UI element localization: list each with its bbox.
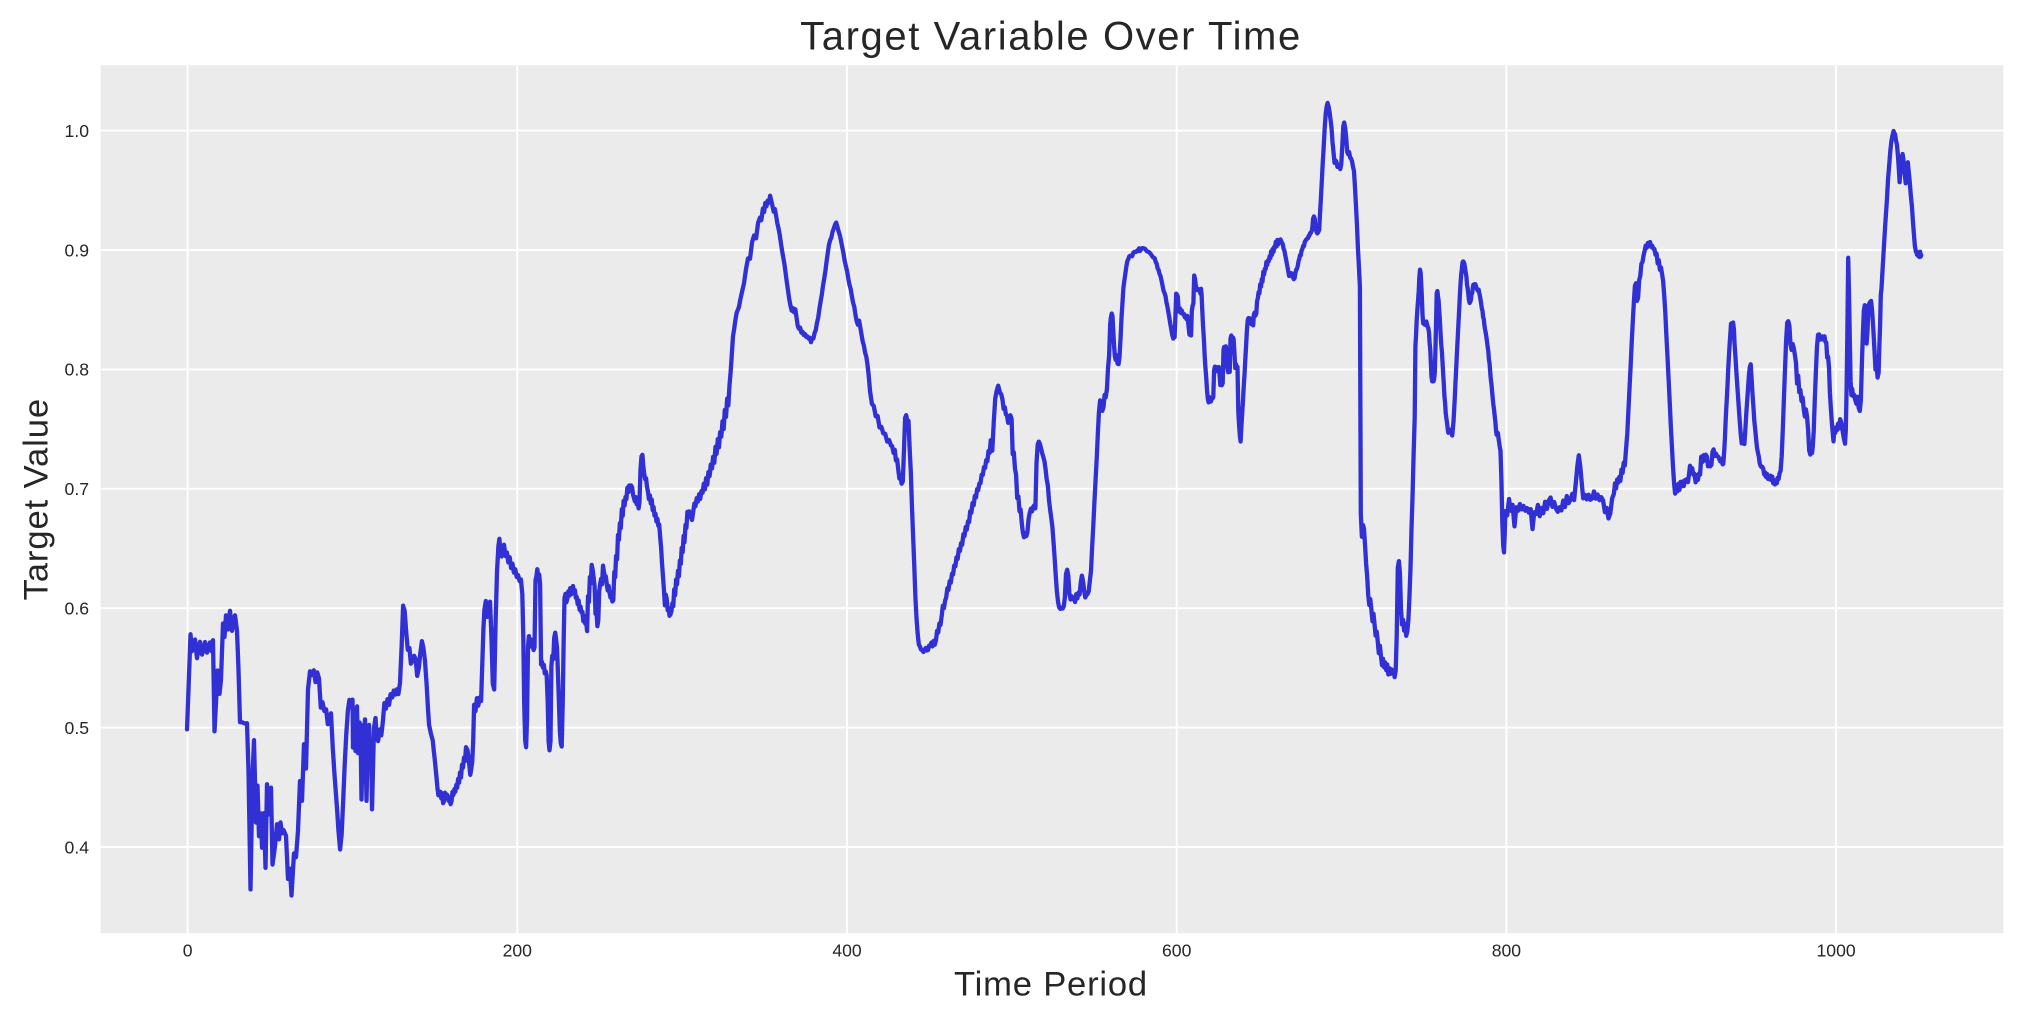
svg-text:Time Period: Time Period	[954, 966, 1148, 1004]
svg-text:1000: 1000	[1817, 941, 1856, 961]
svg-text:800: 800	[1492, 941, 1522, 961]
svg-text:600: 600	[1162, 941, 1192, 961]
svg-text:0.8: 0.8	[65, 360, 90, 380]
svg-text:1.0: 1.0	[65, 121, 90, 141]
svg-text:0.9: 0.9	[65, 240, 89, 260]
svg-text:200: 200	[503, 941, 533, 961]
svg-text:0: 0	[183, 941, 193, 961]
svg-text:0.4: 0.4	[65, 837, 90, 857]
svg-text:Target Value: Target Value	[18, 398, 56, 600]
svg-text:0.5: 0.5	[65, 718, 90, 738]
svg-text:Target Variable Over Time: Target Variable Over Time	[800, 15, 1302, 59]
svg-text:0.6: 0.6	[65, 599, 90, 619]
svg-text:0.7: 0.7	[65, 479, 89, 499]
svg-text:400: 400	[832, 941, 862, 961]
